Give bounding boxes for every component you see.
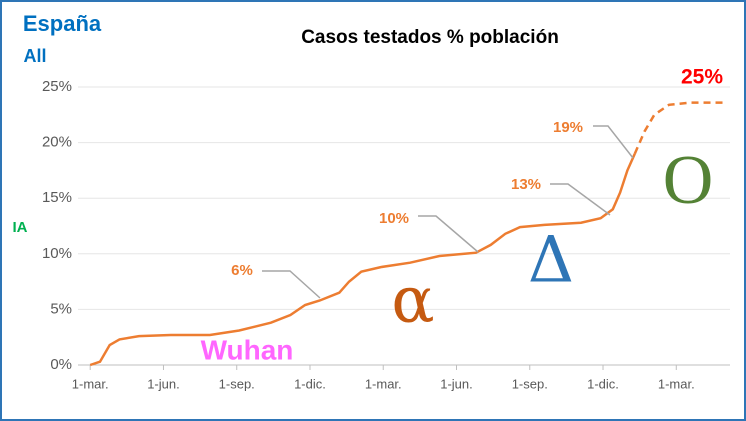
annotation: Wuhan <box>201 334 294 365</box>
leader-line <box>550 183 611 216</box>
annotation: 10% <box>379 210 409 227</box>
x-tick-label: 1-mar. <box>72 376 109 391</box>
x-tick-label: 1-mar. <box>365 376 402 391</box>
y-tick-label: 20% <box>42 134 72 151</box>
x-tick-label: 1-jun. <box>147 376 180 391</box>
annotation: 13% <box>511 176 541 193</box>
annotation: 25% <box>681 66 723 89</box>
subregion: All <box>23 46 46 66</box>
y-tick-label: 15% <box>42 189 72 206</box>
x-tick-label: 1-sep. <box>219 376 255 391</box>
annotation: Δ <box>528 224 574 298</box>
annotation: 19% <box>553 119 583 136</box>
series-line <box>633 101 726 155</box>
x-tick-label: 1-jun. <box>440 376 473 391</box>
region: España <box>23 11 102 36</box>
y-tick-label: 0% <box>50 356 72 373</box>
y-tick-label: 25% <box>42 78 72 95</box>
y-tick-label: 5% <box>50 300 72 317</box>
y-axis-label: IA <box>13 219 28 236</box>
leader-line <box>262 270 321 299</box>
leader-line <box>593 125 634 159</box>
annotation: O <box>663 142 714 219</box>
series-line <box>89 153 636 367</box>
x-tick-label: 1-dic. <box>587 376 619 391</box>
annotation: 6% <box>231 262 253 279</box>
annotation: α <box>391 264 434 338</box>
x-tick-label: 1-sep. <box>512 376 548 391</box>
chart-title: Casos testados % población <box>301 27 559 48</box>
x-tick-label: 1-mar. <box>658 376 695 391</box>
x-tick-label: 1-dic. <box>294 376 326 391</box>
y-tick-label: 10% <box>42 245 72 262</box>
leader-line <box>418 215 479 253</box>
